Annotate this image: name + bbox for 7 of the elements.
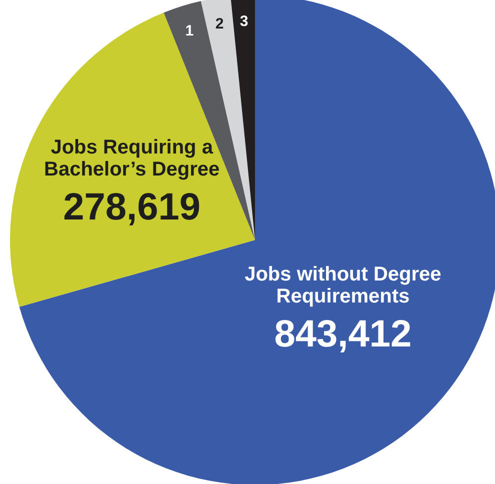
slice-label: 3 (240, 12, 248, 30)
slice-label: Jobs Requiring a Bachelor’s Degree (44, 136, 220, 181)
slice-label: Jobs without Degree Requirements (244, 263, 442, 308)
slice-label: 2 (215, 15, 224, 32)
data-label: 843,412 (274, 313, 412, 356)
slice-label: 1 (185, 22, 194, 40)
data-label: 278,619 (63, 186, 201, 229)
